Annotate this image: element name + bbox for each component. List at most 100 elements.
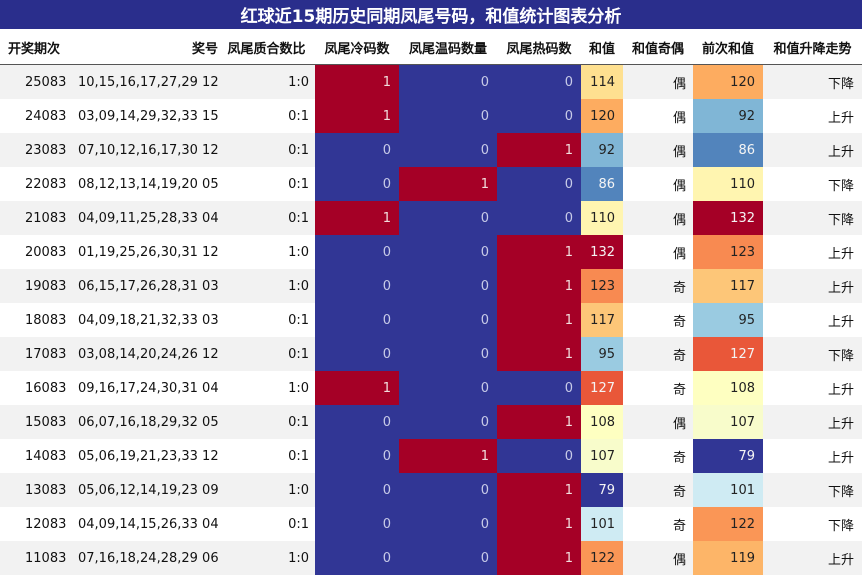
prev-sum-cell: 79	[693, 439, 763, 473]
warm-cell: 1	[399, 439, 497, 473]
prev-sum-cell: 108	[693, 371, 763, 405]
parity-cell: 奇	[672, 484, 686, 500]
period-cell: 11083	[25, 550, 67, 566]
warm-cell: 0	[399, 507, 497, 541]
parity-cell: 偶	[672, 178, 686, 194]
ratio-cell: 0:1	[288, 176, 309, 192]
prev-sum-cell: 95	[693, 303, 763, 337]
trend-cell: 下降	[827, 76, 854, 92]
hot-cell: 1	[497, 541, 581, 575]
column-ratio-header: 凤尾质合数比	[227, 41, 306, 57]
hot-cell: 0	[497, 167, 581, 201]
table-row: 20083 01,19,25,26,30,31 12 1:0 0 0 1 132 偶 123 上升	[0, 235, 862, 269]
table-row: 11083 07,16,18,24,28,29 06 1:0 0 0 1 122 偶 119 上升	[0, 541, 862, 575]
hot-cell: 1	[497, 133, 581, 167]
hot-cell: 1	[497, 269, 581, 303]
sum-cell: 101	[581, 507, 623, 541]
hot-cell: 1	[497, 473, 581, 507]
period-cell: 21083	[25, 210, 67, 226]
warm-cell: 0	[399, 405, 497, 439]
trend-cell: 上升	[827, 110, 854, 126]
numbers-cell: 10,15,16,17,27,29 12	[78, 74, 219, 90]
ratio-cell: 0:1	[288, 142, 309, 158]
parity-cell: 奇	[672, 450, 686, 466]
period-cell: 23083	[25, 142, 67, 158]
cold-cell: 1	[315, 99, 399, 133]
cold-cell: 0	[315, 337, 399, 371]
ratio-cell: 1:0	[288, 380, 309, 396]
prev-sum-cell: 92	[693, 99, 763, 133]
trend-cell: 上升	[827, 280, 854, 296]
sum-cell: 92	[581, 133, 623, 167]
sum-cell: 95	[581, 337, 623, 371]
numbers-cell: 07,16,18,24,28,29 06	[78, 550, 219, 566]
warm-cell: 0	[399, 99, 497, 133]
warm-cell: 1	[399, 167, 497, 201]
cold-cell: 0	[315, 269, 399, 303]
table-row: 19083 06,15,17,26,28,31 03 1:0 0 0 1 123 奇 117 上升	[0, 269, 862, 303]
ratio-cell: 0:1	[288, 448, 309, 464]
parity-cell: 奇	[672, 382, 686, 398]
ratio-cell: 1:0	[288, 74, 309, 90]
numbers-cell: 06,15,17,26,28,31 03	[78, 278, 219, 294]
prev-sum-cell: 107	[693, 405, 763, 439]
warm-cell: 0	[399, 235, 497, 269]
trend-cell: 下降	[827, 484, 854, 500]
prev-sum-cell: 86	[693, 133, 763, 167]
trend-cell: 上升	[827, 144, 854, 160]
numbers-cell: 04,09,11,25,28,33 04	[78, 210, 219, 226]
ratio-cell: 1:0	[288, 278, 309, 294]
parity-cell: 偶	[672, 246, 686, 262]
prev-sum-cell: 120	[693, 65, 763, 99]
sum-cell: 120	[581, 99, 623, 133]
numbers-cell: 03,09,14,29,32,33 15	[78, 108, 219, 124]
period-cell: 18083	[25, 312, 67, 328]
prev-sum-cell: 123	[693, 235, 763, 269]
cold-cell: 0	[315, 133, 399, 167]
numbers-cell: 05,06,12,14,19,23 09	[78, 482, 219, 498]
warm-cell: 0	[399, 541, 497, 575]
trend-cell: 上升	[827, 382, 854, 398]
period-cell: 17083	[25, 346, 67, 362]
parity-cell: 奇	[672, 348, 686, 364]
column-prev-sum-header: 前次和值	[701, 41, 754, 57]
trend-cell: 上升	[827, 416, 854, 432]
parity-cell: 偶	[672, 144, 686, 160]
warm-cell: 0	[399, 133, 497, 167]
period-cell: 25083	[25, 74, 67, 90]
chart-title: 红球近15期历史同期凤尾号码，和值统计图表分析	[0, 0, 862, 29]
ratio-cell: 1:0	[288, 482, 309, 498]
table-row: 24083 03,09,14,29,32,33 15 0:1 1 0 0 120 偶 92 上升	[0, 99, 862, 133]
table-row: 23083 07,10,12,16,17,30 12 0:1 0 0 1 92 偶 86 上升	[0, 133, 862, 167]
prev-sum-cell: 127	[693, 337, 763, 371]
hot-cell: 1	[497, 337, 581, 371]
parity-cell: 偶	[672, 552, 686, 568]
hot-cell: 0	[497, 439, 581, 473]
sum-cell: 122	[581, 541, 623, 575]
trend-cell: 下降	[827, 348, 854, 364]
parity-cell: 奇	[672, 314, 686, 330]
cold-cell: 1	[315, 65, 399, 99]
cold-cell: 0	[315, 303, 399, 337]
cold-cell: 0	[315, 439, 399, 473]
hot-cell: 0	[497, 201, 581, 235]
sum-cell: 114	[581, 65, 623, 99]
table-row: 21083 04,09,11,25,28,33 04 0:1 1 0 0 110 偶 132 下降	[0, 201, 862, 235]
trend-cell: 下降	[827, 178, 854, 194]
table-row: 17083 03,08,14,20,24,26 12 0:1 0 0 1 95 奇 127 下降	[0, 337, 862, 371]
warm-cell: 0	[399, 473, 497, 507]
ratio-cell: 0:1	[288, 516, 309, 532]
prev-sum-cell: 119	[693, 541, 763, 575]
table-row: 15083 06,07,16,18,29,32 05 0:1 0 0 1 108 偶 107 上升	[0, 405, 862, 439]
column-warm-header: 凤尾温码数量	[408, 41, 487, 57]
sum-cell: 110	[581, 201, 623, 235]
parity-cell: 偶	[672, 110, 686, 126]
sum-cell: 79	[581, 473, 623, 507]
ratio-cell: 0:1	[288, 346, 309, 362]
ratio-cell: 0:1	[288, 312, 309, 328]
table-row: 16083 09,16,17,24,30,31 04 1:0 1 0 0 127 奇 108 上升	[0, 371, 862, 405]
numbers-cell: 03,08,14,20,24,26 12	[78, 346, 219, 362]
prev-sum-cell: 101	[693, 473, 763, 507]
column-sum-header: 和值	[588, 41, 615, 57]
numbers-cell: 07,10,12,16,17,30 12	[78, 142, 219, 158]
